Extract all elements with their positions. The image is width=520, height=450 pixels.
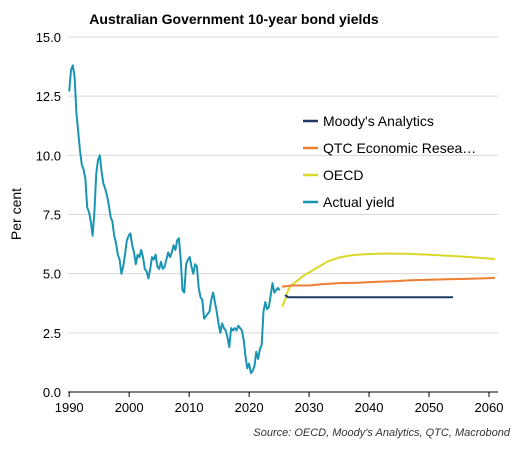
x-tick-label: 2040 (355, 400, 384, 415)
series-line-qtc-economic-research (281, 276, 496, 288)
y-tick-label: 10.0 (36, 148, 61, 163)
y-tick-label: 5.0 (43, 267, 61, 282)
series-lines (68, 64, 496, 375)
legend-label-qtc-economic-research: QTC Economic Resea… (323, 140, 476, 156)
series-line-moody-s-analytics (284, 294, 453, 299)
legend-label-oecd: OECD (323, 167, 363, 183)
source-note: Source: OECD, Moody's Analytics, QTC, Ma… (253, 427, 510, 439)
legend-label-actual-yield: Actual yield (323, 194, 395, 210)
series-line-oecd (281, 252, 496, 308)
x-tick-label: 2010 (175, 400, 204, 415)
x-tick-label: 1990 (55, 400, 84, 415)
y-tick-label: 12.5 (36, 89, 61, 104)
legend: Moody's Analytics QTC Economic Resea… OECD… (303, 113, 476, 210)
x-tick-label: 2050 (415, 400, 444, 415)
chart-title: Australian Government 10-year bond yield… (89, 11, 379, 27)
x-tick-label: 2060 (475, 400, 504, 415)
legend-label-moody-s-analytics: Moody's Analytics (323, 113, 434, 129)
x-tick-label: 2030 (295, 400, 324, 415)
x-tick-label: 2020 (235, 400, 264, 415)
y-tick-label: 15.0 (36, 30, 61, 45)
y-tick-label: 0.0 (43, 385, 61, 400)
gridlines (68, 36, 498, 393)
y-tick-label: 2.5 (43, 326, 61, 341)
y-tick-label: 7.5 (43, 208, 61, 223)
axes: 0.0 2.5 5.0 7.5 10.0 12.5 15.0 1990 2000 2010 2020… (36, 30, 504, 415)
x-tick-label: 2000 (115, 400, 144, 415)
y-axis-label: Per cent (8, 188, 24, 240)
series-line-actual-yield (68, 64, 281, 375)
